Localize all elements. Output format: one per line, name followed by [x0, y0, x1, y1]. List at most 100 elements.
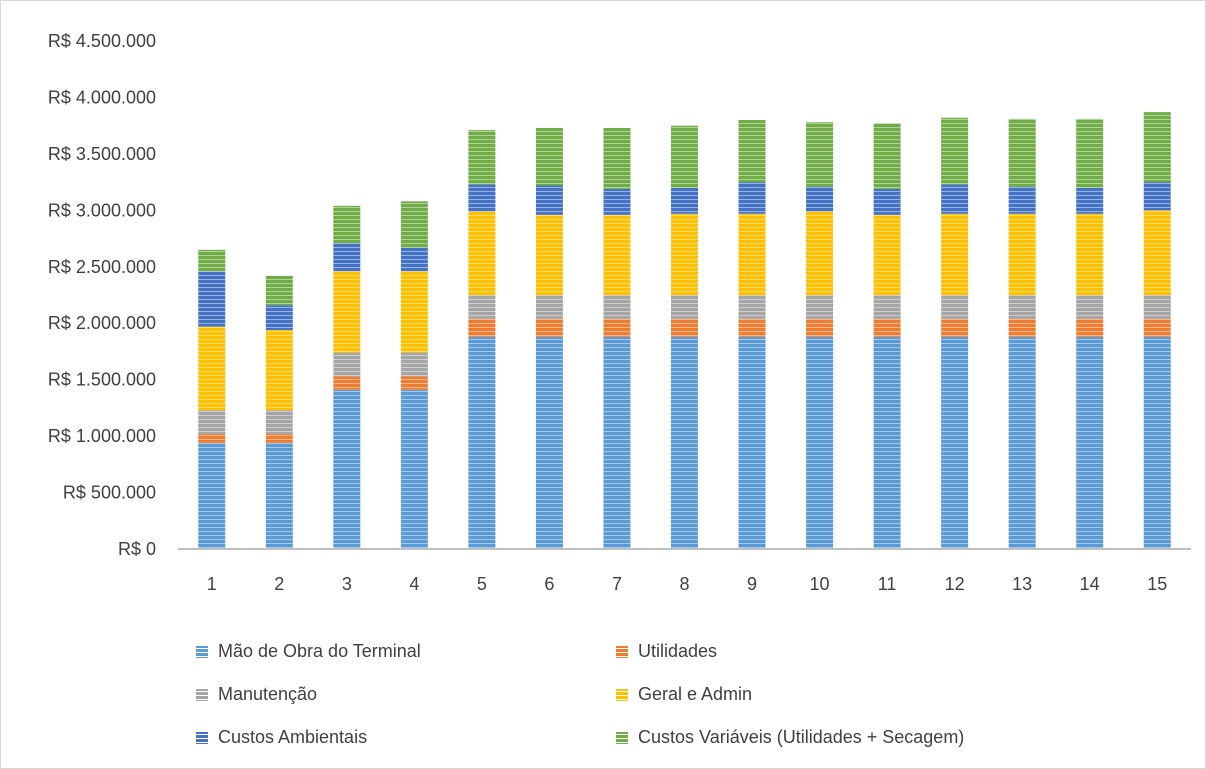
- bar-segment: [333, 352, 361, 377]
- x-axis-tick-labels: 1 2 3 4 5 6 7 8 9 10 11 12 13 14 15: [207, 574, 1167, 594]
- x-tick-label: 14: [1080, 574, 1100, 594]
- bar-segment: [671, 213, 698, 295]
- bar-segment: [1076, 295, 1104, 319]
- bar-segment: [873, 123, 901, 189]
- bar-segment: [333, 205, 361, 244]
- y-tick-label: R$ 3.000.000: [48, 200, 156, 220]
- legend-swatch: [616, 731, 628, 744]
- bar-stacks: [198, 112, 1171, 549]
- bar-segment: [400, 271, 428, 353]
- x-tick-label: 9: [747, 574, 757, 594]
- bar-segment: [468, 130, 496, 185]
- bar-segment: [671, 187, 698, 214]
- bar-segment: [535, 127, 563, 186]
- bar-segment: [468, 184, 496, 212]
- legend-item: Custos Ambientais: [196, 727, 367, 748]
- bar-segment: [671, 295, 698, 319]
- x-tick-label: 1: [207, 574, 217, 594]
- y-tick-label: R$ 4.500.000: [48, 31, 156, 51]
- legend-label: Manutenção: [218, 684, 318, 704]
- bar-segment: [1076, 336, 1104, 549]
- bar-segment: [535, 295, 563, 319]
- y-tick-label: R$ 4.000.000: [48, 87, 156, 107]
- legend-swatch: [616, 688, 628, 701]
- x-tick-label: 15: [1147, 574, 1167, 594]
- bar-segment: [603, 188, 631, 215]
- y-tick-label: R$ 3.500.000: [48, 144, 156, 164]
- bar-segment: [198, 433, 226, 443]
- x-tick-label: 3: [342, 574, 352, 594]
- x-tick-label: 6: [544, 574, 554, 594]
- x-tick-label: 5: [477, 574, 487, 594]
- bar-segment: [806, 336, 834, 549]
- bar-segment: [603, 336, 631, 549]
- legend-swatch: [196, 731, 208, 744]
- bar-segment: [1143, 318, 1171, 337]
- bar-segment: [1076, 187, 1104, 214]
- bar-segment: [941, 213, 969, 295]
- y-axis-tick-labels: R$ 0 R$ 500.000 R$ 1.000.000 R$ 1.500.000 R$…: [48, 31, 156, 559]
- stacked-bar-chart: R$ 0 R$ 500.000 R$ 1.000.000 R$ 1.500.000 R$…: [48, 31, 1191, 594]
- bar-segment: [535, 318, 563, 337]
- bar-segment: [1008, 213, 1036, 295]
- bar-segment: [738, 213, 766, 295]
- bar-segment: [333, 376, 361, 390]
- legend-swatch: [616, 645, 628, 658]
- bar-segment: [198, 326, 226, 411]
- legend-swatch: [196, 688, 208, 701]
- bar-segment: [1008, 118, 1036, 187]
- bar-segment: [468, 336, 496, 549]
- bar-segment: [1143, 210, 1171, 295]
- x-tick-label: 2: [274, 574, 284, 594]
- bar-segment: [265, 275, 293, 306]
- y-tick-label: R$ 500.000: [63, 483, 156, 503]
- legend-item: Utilidades: [616, 641, 717, 662]
- bar-segment: [738, 336, 766, 549]
- bar-segment: [873, 188, 901, 215]
- bar-segment: [468, 211, 496, 295]
- bar-segment: [603, 127, 631, 189]
- bar-segment: [738, 182, 766, 214]
- legend-label: Custos Variáveis (Utilidades + Secagem): [638, 727, 965, 747]
- legend-swatch: [196, 645, 208, 658]
- bar-segment: [468, 318, 496, 337]
- bar-segment: [671, 336, 698, 549]
- bar-segment: [873, 336, 901, 549]
- bar-segment: [400, 389, 428, 549]
- bar-segment: [400, 247, 428, 272]
- bar-segment: [806, 318, 834, 337]
- bar-segment: [1008, 336, 1036, 549]
- y-tick-label: R$ 2.500.000: [48, 257, 156, 277]
- bar-segment: [400, 352, 428, 377]
- bar-segment: [265, 433, 293, 443]
- bar-segment: [738, 318, 766, 337]
- y-tick-label: R$ 1.500.000: [48, 370, 156, 390]
- x-tick-label: 8: [679, 574, 689, 594]
- x-tick-label: 7: [612, 574, 622, 594]
- bar-segment: [941, 117, 969, 185]
- bar-segment: [400, 201, 428, 248]
- y-tick-label: R$ 0: [118, 539, 156, 559]
- bar-segment: [468, 295, 496, 319]
- bar-segment: [333, 243, 361, 272]
- x-tick-label: 13: [1012, 574, 1032, 594]
- bar-segment: [671, 125, 698, 188]
- bar-segment: [873, 318, 901, 337]
- x-tick-label: 12: [945, 574, 965, 594]
- bar-segment: [941, 184, 969, 214]
- chart-legend: Mão de Obra do Terminal Utilidades Manuten…: [196, 641, 1096, 761]
- bar-segment: [400, 376, 428, 390]
- bar-segment: [873, 295, 901, 319]
- bar-segment: [941, 318, 969, 337]
- bar-segment: [603, 214, 631, 295]
- y-tick-label: R$ 2.000.000: [48, 313, 156, 333]
- bar-segment: [265, 410, 293, 434]
- bar-segment: [198, 249, 226, 272]
- bar-segment: [603, 295, 631, 319]
- legend-label: Custos Ambientais: [218, 727, 368, 747]
- legend-item: Mão de Obra do Terminal: [196, 641, 421, 662]
- legend-item: Geral e Admin: [616, 684, 752, 705]
- bar-segment: [941, 295, 969, 319]
- bar-segment: [1008, 318, 1036, 337]
- bar-segment: [1076, 318, 1104, 337]
